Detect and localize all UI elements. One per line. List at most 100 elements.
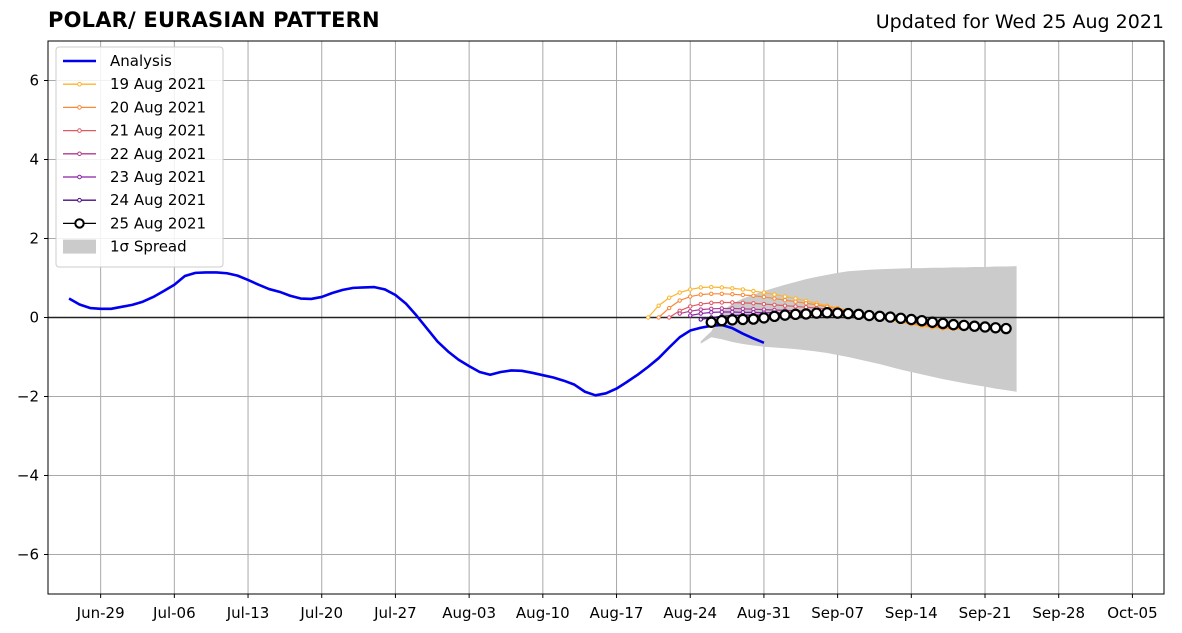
- data-point: [821, 307, 833, 319]
- data-point: [730, 300, 735, 305]
- data-point: [852, 308, 865, 321]
- y-tick-label: 4: [29, 151, 39, 169]
- data-point: [698, 311, 703, 316]
- x-tick-label: Sep-14: [885, 604, 938, 622]
- data-point: [719, 306, 725, 311]
- y-tick-label: −4: [17, 467, 39, 485]
- data-point: [782, 297, 788, 303]
- data-point: [716, 314, 728, 327]
- data-point: [677, 290, 682, 295]
- data-point: [698, 292, 703, 297]
- chart-updated-date: Updated for Wed 25 Aug 2021: [875, 11, 1164, 33]
- data-point: [698, 301, 703, 307]
- x-tick-label: Aug-03: [442, 604, 496, 622]
- data-point: [688, 304, 693, 309]
- data-point: [937, 317, 949, 330]
- data-point: [645, 315, 651, 320]
- data-point: [740, 300, 746, 306]
- x-tick-label: Jul-13: [226, 604, 270, 622]
- x-tick-label: Aug-24: [663, 604, 717, 622]
- data-point: [740, 287, 746, 292]
- y-tick-label: 2: [29, 230, 39, 248]
- data-point: [747, 313, 760, 325]
- legend-label: 23 Aug 2021: [110, 168, 206, 186]
- legend-label: 22 Aug 2021: [110, 145, 206, 163]
- data-point: [705, 316, 717, 328]
- data-point: [958, 319, 970, 332]
- legend-spread-swatch: [63, 239, 96, 254]
- data-point: [698, 317, 703, 322]
- legend-marker: [77, 197, 82, 203]
- spread-band: [700, 266, 1017, 392]
- data-point: [1000, 322, 1012, 335]
- data-point: [709, 284, 714, 290]
- data-point: [666, 295, 672, 300]
- legend-label: 21 Aug 2021: [110, 122, 206, 140]
- y-tick-label: 0: [29, 309, 39, 327]
- data-point: [688, 294, 693, 299]
- data-point: [979, 321, 991, 333]
- data-point: [751, 293, 756, 298]
- x-tick-label: Jul-20: [299, 604, 343, 622]
- chart-title: POLAR/ EURASIAN PATTERN: [48, 8, 380, 32]
- data-point: [989, 322, 1002, 334]
- data-point: [709, 291, 714, 296]
- y-tick-label: −2: [17, 388, 39, 406]
- legend-marker: [77, 174, 82, 180]
- data-point: [740, 306, 746, 312]
- y-tick-label: 6: [29, 72, 39, 90]
- data-point: [758, 312, 770, 324]
- data-point: [895, 312, 907, 324]
- x-tick-label: Aug-31: [737, 604, 791, 622]
- data-point: [751, 288, 756, 294]
- x-tick-label: Aug-17: [590, 604, 644, 622]
- data-point: [803, 301, 809, 306]
- legend-label: 25 Aug 2021: [110, 214, 206, 232]
- data-point: [761, 301, 767, 307]
- data-point: [751, 301, 756, 306]
- data-point: [737, 313, 749, 326]
- data-point: [719, 300, 725, 305]
- data-point: [905, 313, 918, 326]
- data-point: [810, 307, 823, 319]
- data-point: [968, 320, 981, 332]
- data-point: [916, 314, 928, 327]
- data-point: [863, 309, 875, 322]
- data-point: [782, 303, 788, 308]
- legend-label: Analysis: [110, 52, 172, 70]
- data-point: [772, 296, 777, 301]
- legend-marker: [77, 81, 82, 87]
- x-tick-label: Aug-10: [516, 604, 570, 622]
- data-point: [730, 291, 735, 297]
- legend-label: 19 Aug 2021: [110, 75, 206, 93]
- x-tick-label: Jul-06: [152, 604, 196, 622]
- data-point: [782, 294, 788, 299]
- data-point: [772, 302, 777, 308]
- x-tick-label: Oct-05: [1107, 604, 1157, 622]
- x-tick-label: Sep-21: [959, 604, 1012, 622]
- data-point: [698, 285, 703, 290]
- legend-label: 1σ Spread: [110, 238, 187, 256]
- data-point: [666, 315, 672, 320]
- data-point: [789, 308, 802, 321]
- data-point: [730, 309, 735, 315]
- data-point: [726, 314, 739, 326]
- data-point: [709, 300, 714, 306]
- data-point: [926, 316, 939, 328]
- data-point: [656, 315, 661, 320]
- data-point: [772, 292, 777, 297]
- data-point: [698, 307, 703, 312]
- data-point: [709, 306, 714, 312]
- data-point: [793, 304, 798, 309]
- data-point: [874, 310, 886, 323]
- legend-box: [55, 46, 224, 268]
- data-point: [884, 311, 896, 323]
- data-point: [688, 308, 693, 314]
- data-point: [831, 307, 844, 319]
- data-point: [709, 310, 714, 315]
- data-point: [677, 298, 682, 303]
- data-point: [719, 291, 725, 296]
- legend-marker: [77, 105, 82, 110]
- data-point: [688, 313, 693, 318]
